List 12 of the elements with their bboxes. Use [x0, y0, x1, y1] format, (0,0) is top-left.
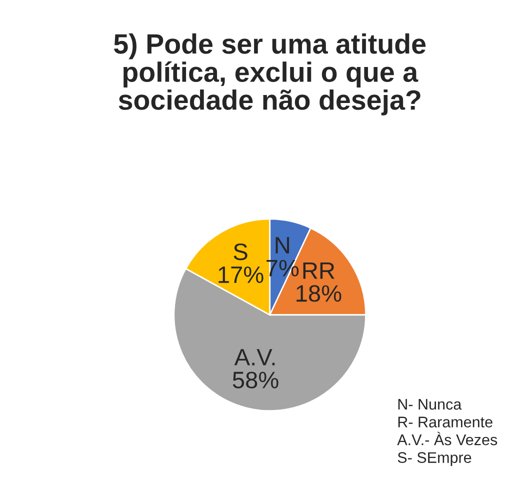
- data-label: 18%: [296, 285, 342, 302]
- text: R- Raramente: [398, 416, 492, 428]
- text: N- Nunca: [398, 399, 462, 410]
- text: S- SEmpre: [398, 452, 472, 466]
- slice-label: N: [276, 237, 289, 254]
- slice-label: A.V.: [234, 349, 275, 366]
- slice-label: S: [234, 244, 248, 260]
- data-label: 58%: [232, 372, 278, 388]
- slice-label: RR: [303, 262, 334, 279]
- data-label: 17%: [218, 266, 264, 284]
- chart-title: 5) Pode ser uma atitude política, exclui o que a sociedade não deseja?: [114, 33, 426, 116]
- text: A.V.- Às Vezes: [397, 432, 498, 446]
